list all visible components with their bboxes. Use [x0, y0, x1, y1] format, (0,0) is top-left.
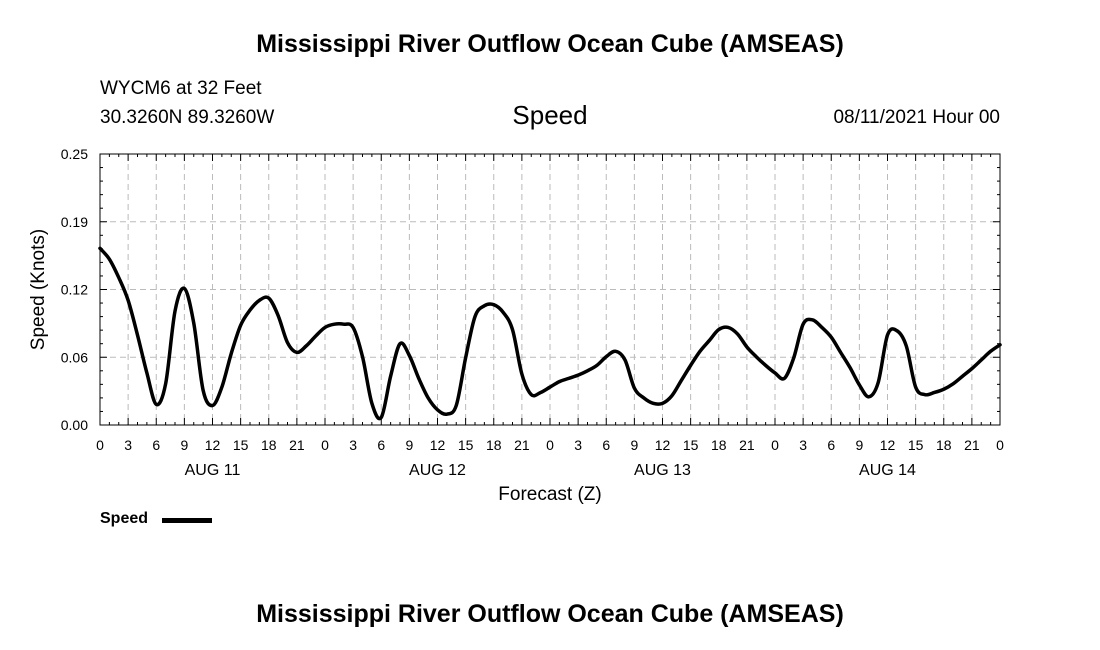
x-tick-label: 12	[205, 437, 221, 453]
x-tick-label: 15	[458, 437, 474, 453]
x-tick-label: 15	[908, 437, 924, 453]
x-tick-label: 15	[233, 437, 249, 453]
x-tick-label: 21	[289, 437, 305, 453]
x-tick-label: 18	[936, 437, 952, 453]
x-tick-label: 18	[711, 437, 727, 453]
variable-title: Speed	[512, 100, 588, 130]
x-tick-label: 9	[405, 437, 413, 453]
x-tick-label: 9	[855, 437, 863, 453]
x-tick-label: 9	[180, 437, 188, 453]
x-tick-label: 6	[377, 437, 385, 453]
x-tick-label: 6	[602, 437, 610, 453]
x-date-label: AUG 11	[185, 462, 241, 479]
x-tick-label: 0	[771, 437, 779, 453]
x-tick-label: 15	[683, 437, 699, 453]
x-tick-label: 3	[799, 437, 807, 453]
axis-labels: 0 3 6 9 12 15 18 21 0 3 6 9 12 15 18 21 0 3 6 9 12 15 18 21 0 3 6 9…	[28, 146, 1004, 505]
y-axis-title: Speed (Knots)	[28, 229, 49, 350]
x-tick-label: 21	[514, 437, 530, 453]
x-date-label: AUG 12	[409, 462, 466, 479]
series-line-speed	[98, 246, 1002, 421]
x-tick-label: 21	[964, 437, 980, 453]
forecast-datetime-label: 08/11/2021 Hour 00	[833, 107, 1000, 128]
x-tick-label: 6	[152, 437, 160, 453]
x-axis-title: Forecast (Z)	[498, 484, 601, 505]
x-tick-label: 0	[996, 437, 1004, 453]
legend-swatch	[162, 518, 212, 523]
series-layer	[98, 246, 1002, 421]
x-tick-label: 0	[321, 437, 329, 453]
x-tick-label: 0	[546, 437, 554, 453]
x-tick-label: 3	[574, 437, 582, 453]
x-tick-label: 3	[349, 437, 357, 453]
x-tick-label: 21	[739, 437, 755, 453]
x-tick-label: 9	[630, 437, 638, 453]
y-tick-label: 0.12	[61, 282, 88, 298]
x-tick-label: 0	[96, 437, 104, 453]
y-tick-label: 0.00	[61, 417, 88, 433]
x-tick-label: 18	[261, 437, 277, 453]
footer-title: Mississippi River Outflow Ocean Cube (AM…	[256, 600, 844, 628]
x-tick-label: 12	[655, 437, 671, 453]
x-date-label: AUG 14	[859, 462, 916, 479]
legend-label: Speed	[100, 510, 149, 527]
x-tick-label: 3	[124, 437, 132, 453]
y-tick-label: 0.06	[61, 349, 88, 365]
x-date-label: AUG 13	[634, 462, 691, 479]
coordinates-label: 30.3260N 89.3260W	[100, 107, 275, 128]
x-tick-label: 12	[430, 437, 446, 453]
chart-main-title: Mississippi River Outflow Ocean Cube (AM…	[256, 30, 844, 58]
y-tick-label: 0.19	[61, 214, 88, 230]
station-label: WYCM6 at 32 Feet	[100, 78, 262, 99]
y-tick-label: 0.25	[61, 146, 88, 162]
x-tick-label: 6	[827, 437, 835, 453]
x-tick-label: 18	[486, 437, 502, 453]
grid-lines	[100, 154, 1000, 425]
x-tick-label: 12	[880, 437, 896, 453]
axis-ticks	[99, 153, 1001, 426]
